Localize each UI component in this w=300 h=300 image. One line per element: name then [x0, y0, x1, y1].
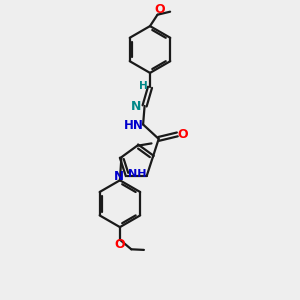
Text: N: N	[114, 170, 124, 183]
Text: HN: HN	[124, 118, 144, 132]
Text: O: O	[115, 238, 125, 251]
Text: O: O	[177, 128, 188, 141]
Text: N: N	[131, 100, 142, 113]
Text: O: O	[154, 3, 165, 16]
Text: NH: NH	[128, 169, 146, 179]
Text: H: H	[139, 81, 148, 91]
